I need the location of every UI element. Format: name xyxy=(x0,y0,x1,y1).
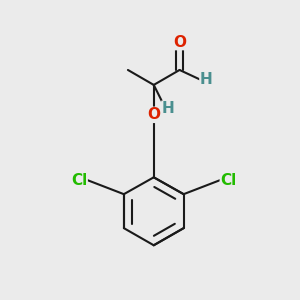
Text: Cl: Cl xyxy=(220,172,237,188)
Text: Cl: Cl xyxy=(71,172,87,188)
Text: O: O xyxy=(147,107,160,122)
Text: H: H xyxy=(162,101,175,116)
Text: H: H xyxy=(200,72,213,87)
Text: O: O xyxy=(173,34,186,50)
